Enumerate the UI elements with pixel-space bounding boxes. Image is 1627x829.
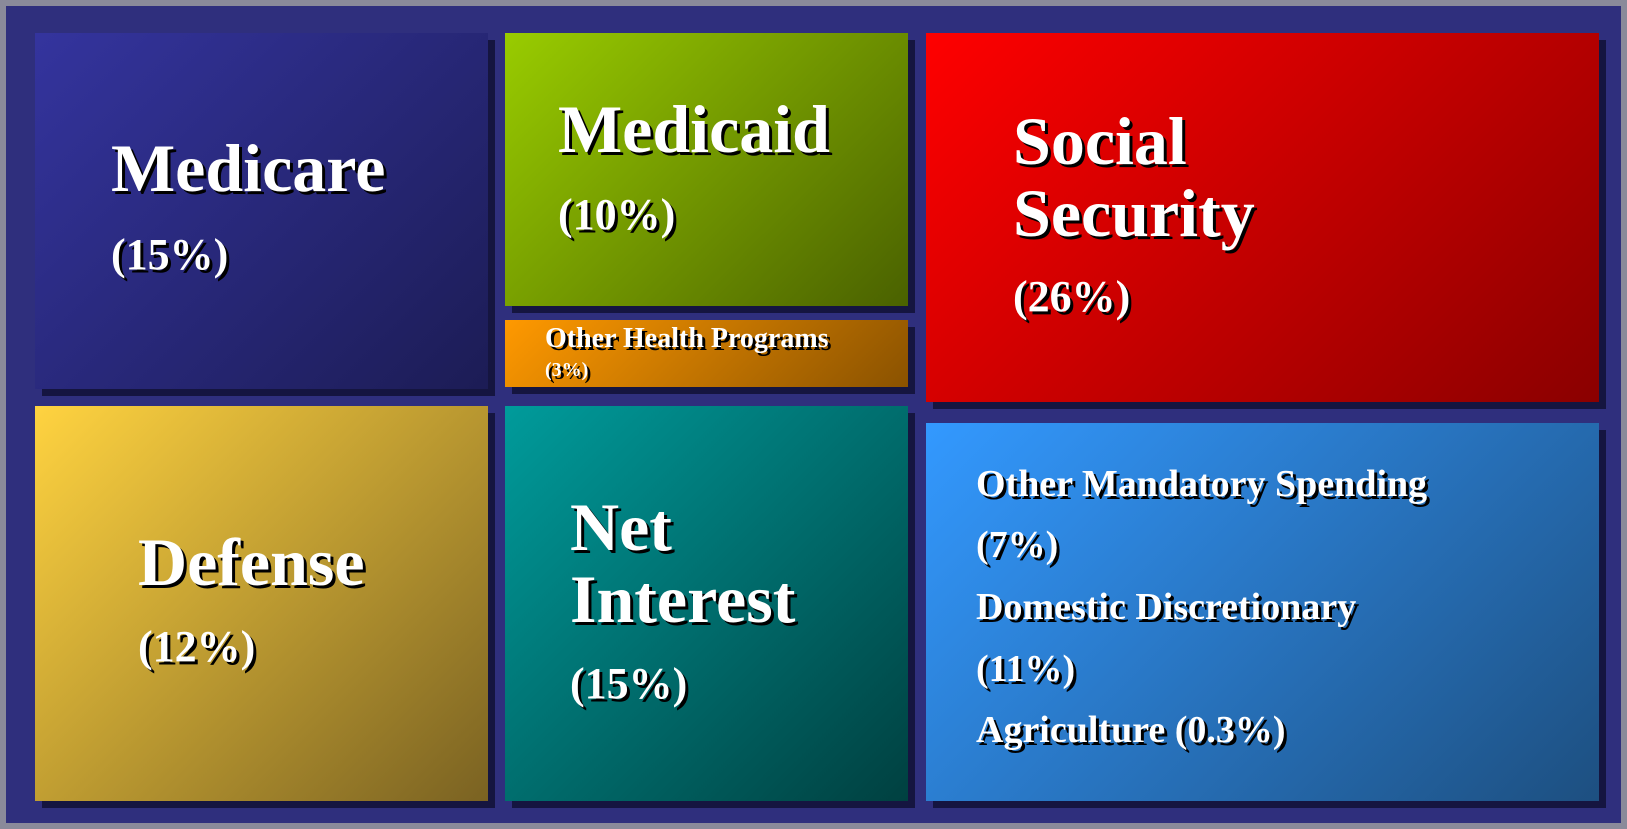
box-share: (26%) xyxy=(1013,272,1131,321)
box-line: Agriculture (0.3%) xyxy=(976,709,1286,751)
box-share: (12%) xyxy=(138,622,256,671)
box-label: Medicaid xyxy=(558,91,830,167)
box-share: (15%) xyxy=(111,230,229,279)
box-line: Other Mandatory Spending xyxy=(976,463,1428,505)
other-health-box xyxy=(505,320,908,387)
box-line: (7%) xyxy=(976,524,1059,566)
medicaid-box xyxy=(505,33,908,306)
box-label: Other Health Programs xyxy=(545,323,829,354)
box-line: (11%) xyxy=(976,648,1076,690)
box-label: Medicare xyxy=(111,130,386,206)
other-mandatory-box xyxy=(926,423,1599,801)
social-security-box xyxy=(926,33,1599,402)
box-share: (3%) xyxy=(545,359,589,381)
box-label: Defense xyxy=(138,524,365,600)
box-share: (15%) xyxy=(570,659,688,708)
box-label: Social Security xyxy=(1013,103,1255,251)
box-label: Net Interest xyxy=(570,489,796,637)
box-line: Domestic Discretionary xyxy=(976,586,1357,628)
net-interest-box xyxy=(505,406,908,801)
medicare-box xyxy=(35,33,488,389)
defense-box xyxy=(35,406,488,801)
box-share: (10%) xyxy=(558,190,676,239)
